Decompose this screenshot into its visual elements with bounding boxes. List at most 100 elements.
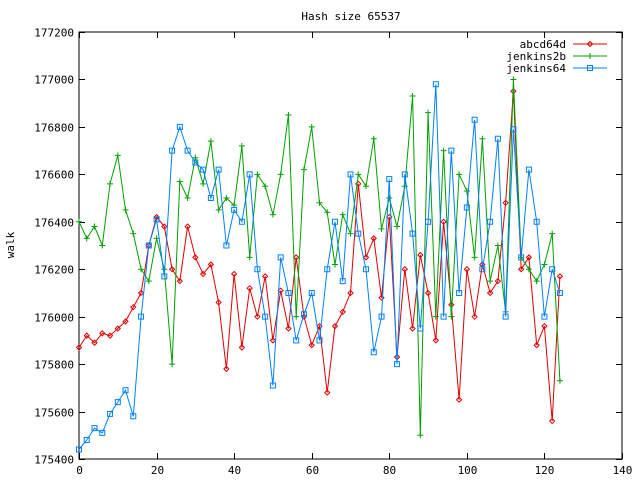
data-point <box>99 242 106 249</box>
data-point <box>386 176 393 183</box>
data-point <box>549 230 556 237</box>
data-point <box>324 266 331 273</box>
data-point <box>487 218 494 225</box>
data-point <box>293 313 300 320</box>
data-point <box>432 81 439 88</box>
data-point <box>339 211 346 218</box>
data-point <box>401 171 408 178</box>
data-point <box>215 299 222 306</box>
data-point <box>355 171 362 178</box>
data-point <box>153 216 160 223</box>
data-point <box>184 223 191 230</box>
data-point <box>370 135 377 142</box>
series-line-jenkins64 <box>78 84 561 450</box>
data-point <box>223 242 230 249</box>
data-point <box>83 437 90 444</box>
data-point <box>168 266 176 273</box>
data-point <box>261 273 269 280</box>
data-point <box>184 147 191 154</box>
data-point <box>525 166 532 173</box>
data-point <box>541 261 548 268</box>
data-point <box>424 289 432 297</box>
data-point <box>99 330 106 337</box>
data-point <box>331 322 339 330</box>
data-point <box>254 266 261 273</box>
x-tick-label: 0 <box>76 464 83 477</box>
data-point <box>114 325 121 332</box>
data-point <box>269 337 277 344</box>
data-point <box>549 266 556 273</box>
y-axis-label: walk <box>4 231 17 258</box>
data-point <box>324 209 331 216</box>
data-point <box>293 337 300 344</box>
data-point <box>502 199 509 207</box>
data-point <box>114 399 121 406</box>
y-tick-label: 175600 <box>34 407 74 420</box>
data-point <box>331 218 338 225</box>
data-point <box>355 180 362 188</box>
legend-marker <box>587 53 593 59</box>
data-point <box>471 254 478 261</box>
data-point <box>494 277 502 285</box>
y-tick-label: 175800 <box>34 359 74 372</box>
x-tick-label: 80 <box>383 464 396 477</box>
data-point <box>486 289 494 297</box>
data-point <box>130 230 137 237</box>
data-point <box>300 311 307 318</box>
chart-title: Hash size 65537 <box>301 10 400 23</box>
data-point <box>525 254 533 261</box>
x-tick-label: 100 <box>458 464 478 477</box>
data-point <box>316 199 323 206</box>
data-point <box>510 76 517 83</box>
data-point <box>207 195 214 202</box>
data-point <box>285 112 292 119</box>
y-tick-label: 177200 <box>34 27 74 40</box>
data-point <box>176 123 183 130</box>
data-point <box>192 254 199 261</box>
data-point <box>254 171 261 178</box>
data-point <box>238 142 245 149</box>
data-point <box>316 337 323 344</box>
data-point <box>145 278 152 285</box>
data-point <box>176 277 184 285</box>
legend-marker <box>586 40 594 48</box>
data-point <box>169 147 176 154</box>
data-point <box>394 361 401 368</box>
data-point <box>548 417 556 425</box>
data-point <box>122 206 129 213</box>
data-point <box>518 254 525 261</box>
y-tick-label: 176000 <box>34 312 74 325</box>
data-point <box>262 313 269 320</box>
data-point <box>556 273 564 280</box>
data-point <box>83 332 90 339</box>
data-point <box>409 325 416 332</box>
data-point <box>238 218 245 225</box>
data-point <box>277 171 284 178</box>
data-point <box>246 171 253 178</box>
data-point <box>471 116 478 123</box>
data-point <box>238 344 246 351</box>
plot-frame <box>78 31 623 460</box>
data-point <box>378 294 385 301</box>
data-point <box>378 225 385 232</box>
data-point <box>138 313 145 320</box>
x-tick-label: 20 <box>151 464 164 477</box>
data-point <box>75 344 83 351</box>
data-point <box>76 218 82 225</box>
data-point <box>386 195 393 202</box>
series-abcd64d <box>75 88 564 425</box>
data-point <box>331 261 338 268</box>
axes: 175400 175600 175800 176000 176200 176400 1766… <box>34 27 632 478</box>
data-point <box>122 318 129 325</box>
data-point <box>502 313 509 320</box>
data-point <box>169 361 176 368</box>
data-point <box>200 180 207 187</box>
data-point <box>107 410 114 417</box>
data-point <box>455 396 463 403</box>
data-point <box>114 152 121 159</box>
x-tick-label: 60 <box>306 464 319 477</box>
data-point <box>363 183 370 190</box>
data-point <box>362 254 370 261</box>
data-point <box>378 313 385 320</box>
data-point <box>432 337 440 344</box>
